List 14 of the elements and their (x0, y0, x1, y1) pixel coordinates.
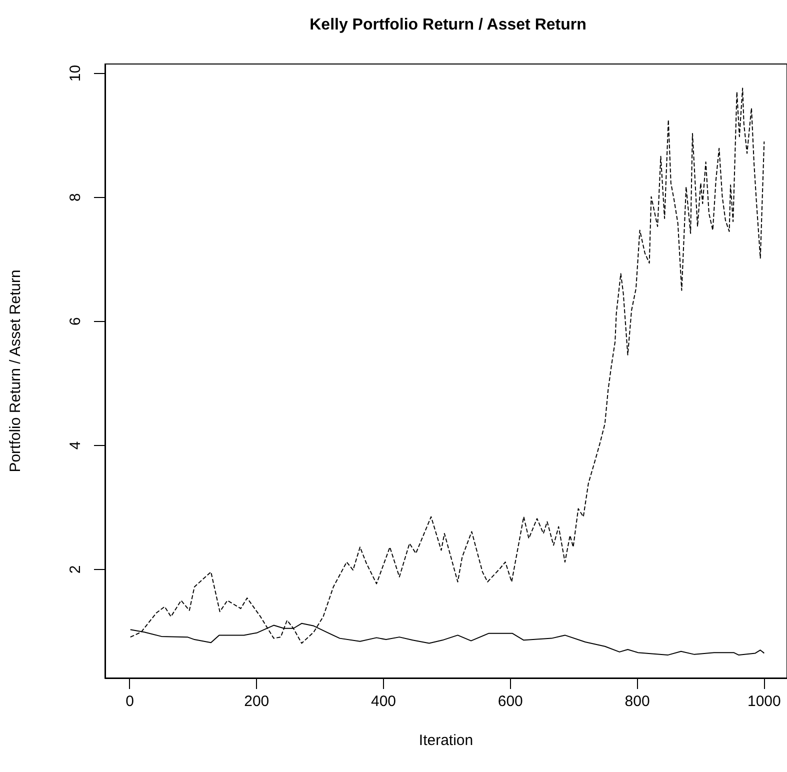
y-tick-label: 6 (67, 317, 84, 326)
chart-title: Kelly Portfolio Return / Asset Return (310, 16, 586, 34)
x-tick-label: 0 (126, 693, 134, 710)
x-tick-label: 800 (624, 693, 650, 710)
y-axis-title: Portfolio Return / Asset Return (7, 270, 24, 472)
x-tick-label: 200 (244, 693, 270, 710)
x-tick-label: 1000 (747, 693, 781, 710)
x-axis-title: Iteration (418, 732, 474, 749)
y-tick-label: 4 (67, 441, 84, 450)
y-tick-label: 10 (67, 64, 84, 82)
y-tick-label: 8 (67, 193, 84, 202)
y-tick-label: 2 (67, 565, 84, 574)
x-tick-label: 600 (498, 693, 523, 710)
x-tick-label: 400 (370, 693, 396, 710)
